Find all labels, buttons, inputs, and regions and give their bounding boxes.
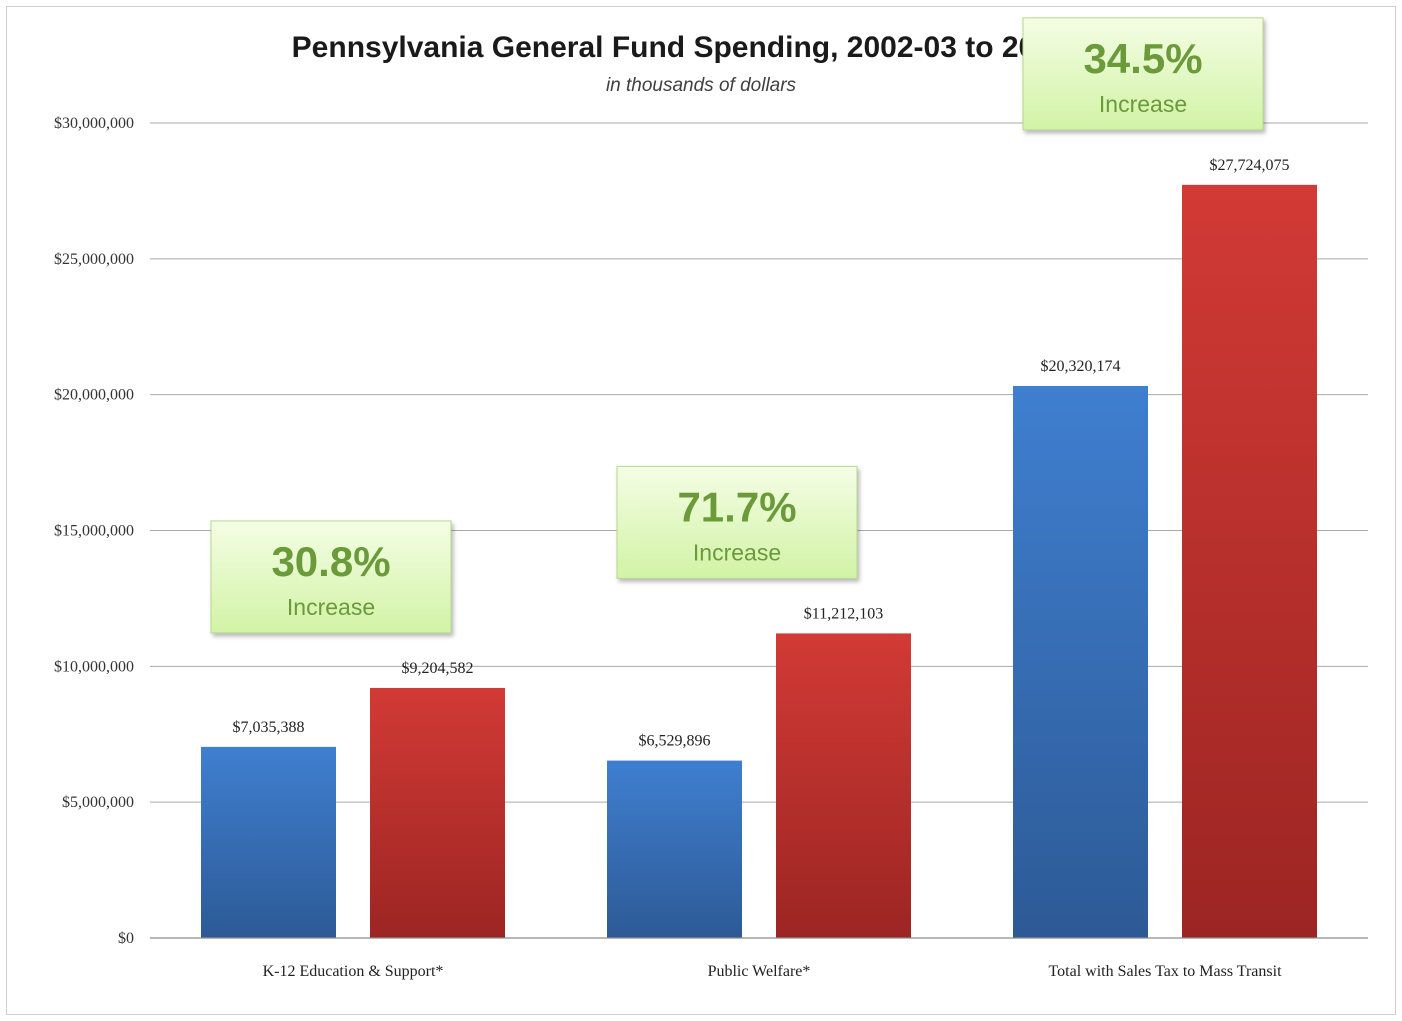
y-tick-label: $25,000,000	[54, 251, 134, 268]
bar	[370, 687, 505, 938]
callout-box	[616, 465, 858, 579]
callout-box	[1022, 17, 1264, 131]
callout-label: Increase	[693, 539, 781, 565]
increase-callout: 71.7% Increase	[616, 465, 858, 579]
bars	[201, 184, 1317, 939]
increase-callout: 34.5% Increase	[1022, 17, 1264, 131]
callout-label: Increase	[287, 594, 375, 620]
data-labels: $7,035,388 $9,204,582 $6,529,896 $11,212,10…	[233, 157, 1290, 750]
chart-subtitle: in thousands of dollars	[606, 75, 797, 96]
data-label: $7,035,388	[233, 719, 305, 736]
callout-percent: 30.8%	[271, 538, 390, 585]
category-label: Public Welfare*	[708, 963, 811, 980]
bar	[201, 746, 336, 938]
bar	[776, 633, 911, 938]
category-label: Total with Sales Tax to Mass Transit	[1048, 963, 1282, 980]
data-label: $11,212,103	[804, 605, 883, 622]
category-label: K-12 Education & Support*	[263, 963, 444, 980]
data-label: $6,529,896	[639, 733, 711, 750]
bar	[1013, 385, 1148, 938]
callout-percent: 71.7%	[677, 483, 796, 530]
bar	[1182, 184, 1317, 939]
category-labels: K-12 Education & Support* Public Welfare*…	[263, 963, 1283, 980]
callout-box	[210, 520, 452, 634]
data-label: $20,320,174	[1041, 358, 1121, 375]
y-tick-label: $0	[118, 930, 134, 947]
y-tick-label: $10,000,000	[54, 658, 134, 675]
y-axis-tick-labels: $0 $5,000,000 $10,000,000 $15,000,000 $20,00…	[54, 115, 134, 947]
data-label: $27,724,075	[1210, 157, 1290, 174]
y-tick-label: $30,000,000	[54, 115, 134, 132]
y-tick-label: $15,000,000	[54, 523, 134, 540]
y-tick-label: $5,000,000	[62, 794, 134, 811]
data-label: $9,204,582	[402, 660, 474, 677]
chart-title: Pennsylvania General Fund Spending, 2002…	[292, 31, 1111, 64]
callout-label: Increase	[1099, 91, 1187, 117]
increase-callout: 30.8% Increase	[210, 520, 452, 634]
increase-callouts: 30.8% Increase 71.7% Increase 34.5% Increase	[210, 17, 1264, 634]
callout-percent: 34.5%	[1083, 35, 1202, 82]
y-tick-label: $20,000,000	[54, 387, 134, 404]
bar	[607, 760, 742, 938]
